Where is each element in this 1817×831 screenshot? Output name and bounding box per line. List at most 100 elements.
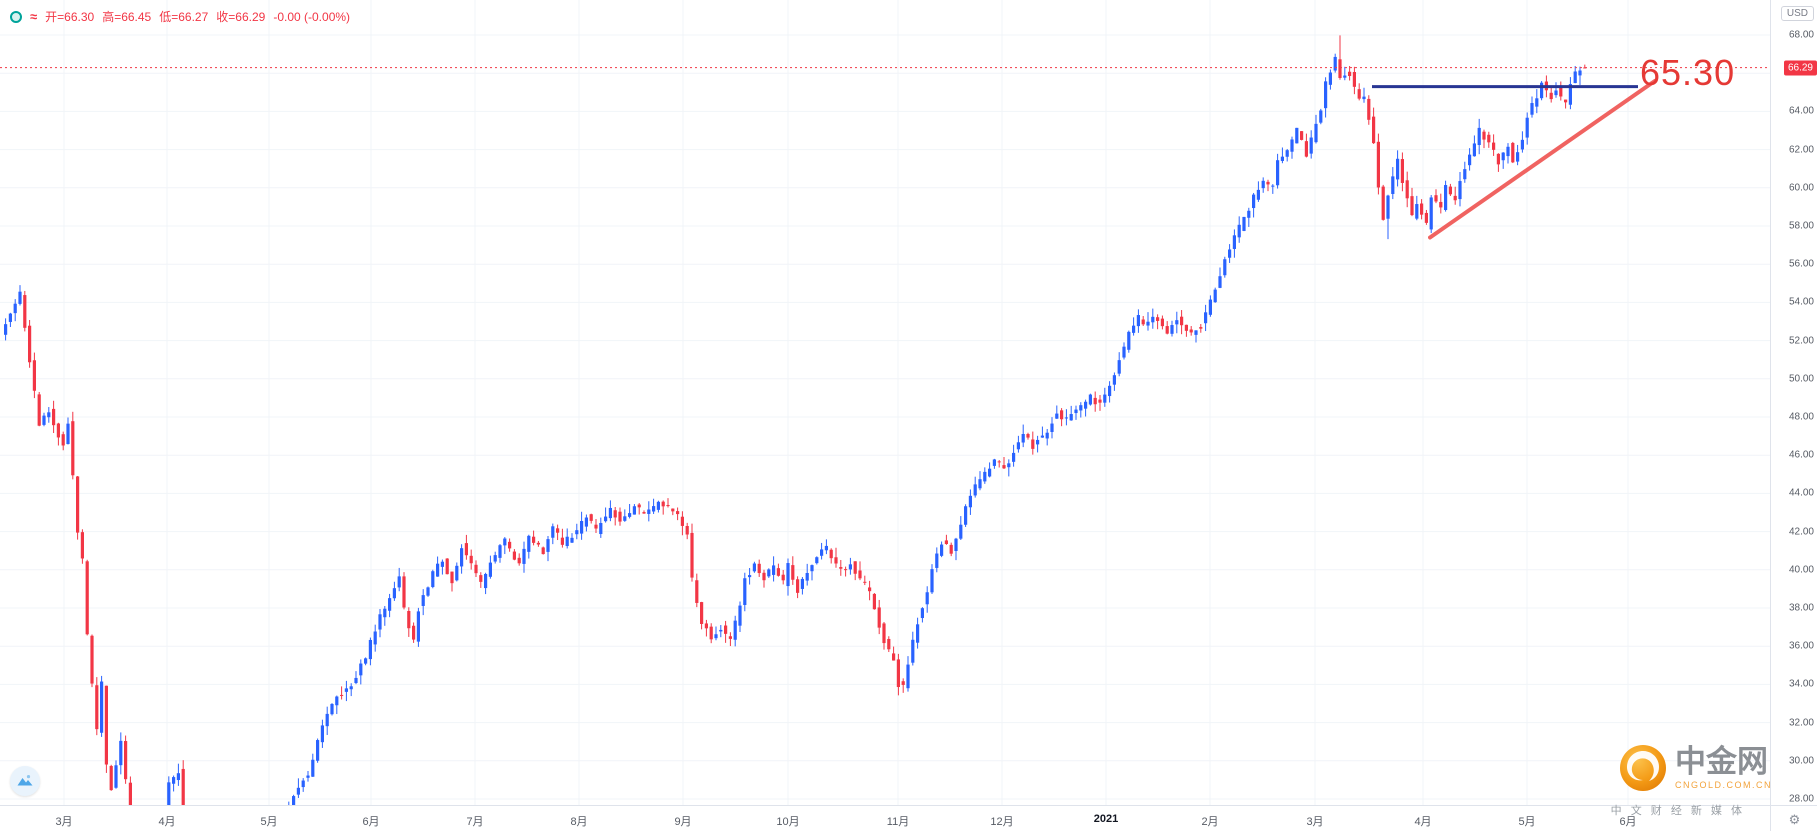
currency-label: USD <box>1780 6 1814 21</box>
candle-body <box>1463 169 1467 180</box>
price-scale[interactable]: USD 66.29 68.00 64.00 62.00 60.00 58.00 56.00… <box>1770 0 1817 805</box>
settings-gear-icon[interactable]: ⚙ <box>1788 811 1801 827</box>
chart-plot-area[interactable] <box>0 0 1770 805</box>
candle-body <box>23 295 27 328</box>
candle-body <box>580 520 584 534</box>
candle-body <box>42 415 46 425</box>
candle-body <box>316 740 320 761</box>
candle-body <box>882 623 886 644</box>
candle-body <box>1045 432 1049 439</box>
candle-body <box>1252 194 1256 209</box>
candle-body <box>1348 71 1352 77</box>
candle-body <box>119 740 123 766</box>
candle-body <box>1564 99 1568 103</box>
candle-body <box>752 563 756 572</box>
candle-body <box>1079 405 1083 411</box>
candle-body <box>359 663 363 676</box>
candle-body <box>743 578 747 605</box>
candle-body <box>1194 330 1198 335</box>
candle-body <box>80 532 84 559</box>
candle-body <box>1002 465 1006 469</box>
candle-body <box>1189 329 1193 333</box>
candle-body <box>378 614 382 630</box>
candle-body <box>1300 131 1304 140</box>
price-level-label[interactable]: 65.30 <box>1640 52 1736 93</box>
price-tick-label: 54.00 <box>1788 296 1814 308</box>
candle-body <box>292 796 296 805</box>
cngold-logo-icon <box>1619 745 1666 791</box>
candle-body <box>1554 90 1558 96</box>
candle-body <box>599 522 603 535</box>
candle-body <box>1319 110 1323 123</box>
candle-body <box>656 501 660 510</box>
candle-body <box>690 532 694 578</box>
current-price-badge: 66.29 <box>1783 60 1817 76</box>
time-tick-label: 12月 <box>990 816 1014 828</box>
candle-body <box>56 423 60 438</box>
candle-body <box>584 517 588 527</box>
candle-body <box>1496 153 1500 165</box>
candle-body <box>306 775 310 778</box>
candle-body <box>47 412 51 418</box>
candle-body <box>868 587 872 592</box>
candle-body <box>560 537 564 545</box>
ascending-trend-line[interactable] <box>1428 78 1657 240</box>
candle-body <box>532 536 536 543</box>
candle-body <box>1060 410 1064 420</box>
candle-body <box>416 611 420 642</box>
legend-change: -0.00 (-0.00%) <box>273 9 351 24</box>
candlestick-chart[interactable] <box>0 0 1770 805</box>
candle-body <box>1439 201 1443 208</box>
candle-body <box>1367 98 1371 120</box>
time-scale[interactable]: 3月 4月 5月 6月 7月 8月 9月 10月 11月 12月 2021 2月 3月 4月 5月 6月 <box>0 805 1770 831</box>
price-tick-label: 44.00 <box>1788 487 1814 499</box>
candle-body <box>1535 98 1539 107</box>
candle-body <box>632 506 636 515</box>
candle-body <box>498 545 502 558</box>
candle-body <box>1511 142 1515 163</box>
time-tick-label: 4月 <box>158 816 176 828</box>
candle-body <box>1487 134 1491 143</box>
candle-body <box>109 765 113 791</box>
candle-body <box>738 605 742 626</box>
candle-body <box>820 549 824 556</box>
chart-logo-button[interactable] <box>10 766 40 796</box>
candle-body <box>450 571 454 584</box>
candle-body <box>623 516 627 521</box>
candle-body <box>1021 434 1025 443</box>
candle-body <box>368 639 372 660</box>
candle-body <box>517 557 521 564</box>
candle-body <box>772 565 776 575</box>
candle-body <box>570 537 574 543</box>
candle-body <box>1256 189 1260 200</box>
candle-body <box>1213 289 1217 303</box>
candle-body <box>176 773 180 781</box>
candle-body <box>767 569 771 577</box>
candle-body <box>1146 321 1150 326</box>
candle-body <box>1410 196 1414 216</box>
candle-body <box>1266 181 1270 185</box>
candle-body <box>1424 212 1428 223</box>
candle-body <box>589 514 593 521</box>
candle-body <box>556 528 560 533</box>
candle-body <box>512 551 516 560</box>
price-tick-label: 68.00 <box>1788 29 1814 41</box>
candle-body <box>940 544 944 556</box>
candle-body <box>1381 186 1385 220</box>
candle-body <box>1204 312 1208 324</box>
candle-body <box>95 685 99 730</box>
candle-body <box>1357 89 1361 99</box>
price-tick-label: 62.00 <box>1788 144 1814 156</box>
candle-body <box>1453 195 1457 201</box>
candle-body <box>618 511 622 522</box>
candle-body <box>757 563 761 574</box>
candle-body <box>1261 180 1265 189</box>
candle-body <box>1285 150 1289 157</box>
candle-body <box>954 538 958 552</box>
candle-body <box>1112 375 1116 385</box>
candle-body <box>4 324 8 335</box>
candle-body <box>1415 204 1419 219</box>
candle-body <box>1520 139 1524 150</box>
candle-body <box>66 423 70 445</box>
candle-body <box>1448 186 1452 195</box>
